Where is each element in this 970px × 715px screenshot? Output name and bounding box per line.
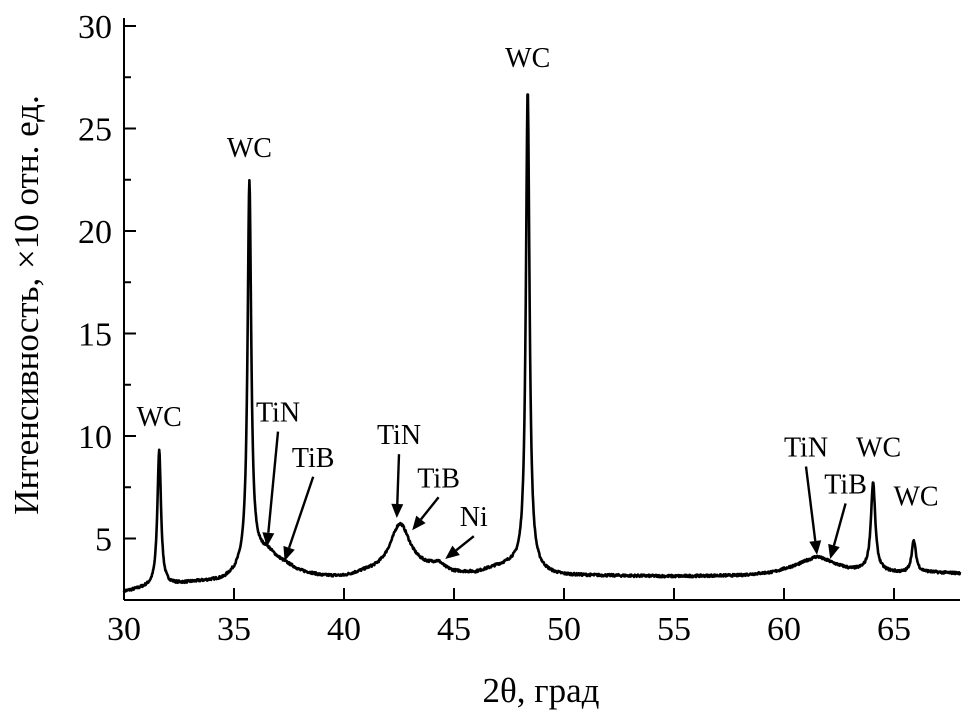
y-tick-label: 10 (78, 419, 112, 456)
y-tick-label: 20 (78, 214, 112, 251)
y-tick-label: 15 (78, 317, 112, 354)
x-axis-label: 2θ, град (483, 671, 600, 710)
arrowhead (283, 545, 295, 562)
arrowhead (445, 545, 460, 559)
peak-label: WC (856, 433, 901, 464)
annotation-arrow (287, 476, 315, 549)
peak-label: TiN (377, 420, 421, 451)
axes (123, 18, 960, 601)
peak-label: Ni (460, 502, 488, 533)
peak-label: TiN (256, 398, 300, 429)
y-tick-label: 5 (95, 522, 112, 559)
x-ticks: 30 35 40 45 50 55 60 65 (107, 588, 911, 648)
annotation-arrow (267, 431, 280, 533)
x-tick-label: 55 (657, 611, 691, 648)
arrowhead (391, 503, 404, 518)
peak-label: WC (227, 133, 272, 164)
peak-label: TiB (417, 463, 460, 494)
y-tick-label: 30 (78, 9, 112, 46)
peak-label: WC (505, 43, 550, 74)
y-axis-label: Интенсивность, ×10 отн. ед. (7, 95, 46, 514)
peak-label: WC (893, 482, 938, 513)
arrowhead (809, 540, 822, 555)
x-tick-label: 50 (547, 611, 581, 648)
y-tick-label: 25 (78, 112, 112, 149)
y-ticks: 5 10 15 20 25 30 (78, 9, 136, 591)
trace-group (122, 93, 962, 593)
x-tick-label: 30 (107, 611, 141, 648)
x-tick-label: 40 (327, 611, 361, 648)
annotation-arrow (420, 496, 440, 521)
arrowhead (412, 515, 426, 531)
annotation-arrow (832, 503, 847, 546)
arrowhead (828, 543, 840, 559)
annotation-arrow (455, 535, 475, 552)
peak-label: TiB (824, 469, 867, 500)
arrowhead (262, 532, 275, 547)
peak-label: TiN (784, 433, 828, 464)
x-tick-label: 35 (217, 611, 251, 648)
annotation-arrow (396, 454, 401, 505)
x-tick-label: 45 (437, 611, 471, 648)
x-tick-label: 60 (767, 611, 801, 648)
peak-label: WC (137, 402, 182, 433)
diffraction-curve (122, 93, 962, 593)
annotation-arrow (804, 466, 817, 542)
x-tick-label: 65 (877, 611, 911, 648)
peak-label: TiB (292, 443, 335, 474)
